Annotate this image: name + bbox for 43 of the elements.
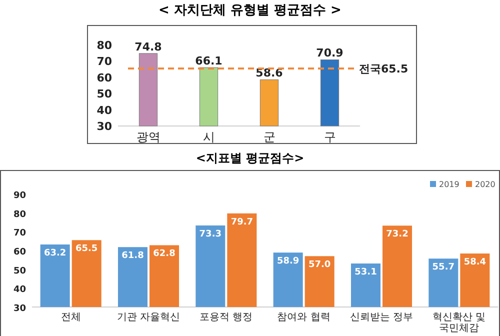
- data-label: 58.4: [464, 258, 486, 268]
- y-tick-label: 50: [13, 266, 26, 276]
- data-label: 74.8: [134, 40, 162, 54]
- y-tick-label: 60: [96, 71, 112, 84]
- y-tick-label: 50: [96, 88, 112, 101]
- x-tick-label: 시: [202, 130, 215, 144]
- x-tick-label: 군: [263, 130, 276, 144]
- y-tick-label: 30: [96, 120, 112, 133]
- data-label: 62.8: [153, 249, 176, 260]
- x-tick-label: 신뢰받는 정부: [350, 312, 414, 323]
- y-tick-label: 60: [13, 248, 26, 258]
- data-label: 65.5: [75, 244, 98, 254]
- x-tick-label: 혁신확산 및 국민체감: [432, 312, 486, 334]
- y-tick-label: 40: [13, 285, 26, 296]
- legend-label: 2020: [475, 180, 496, 189]
- x-tick-label: 구: [324, 130, 336, 144]
- data-label: 61.8: [122, 251, 144, 262]
- y-tick-label: 70: [96, 55, 112, 68]
- data-label: 70.9: [316, 46, 344, 60]
- data-label: 73.3: [199, 229, 222, 240]
- x-tick-label: 포용적 행정: [200, 312, 253, 323]
- y-tick-label: 70: [13, 228, 26, 239]
- data-label: 66.1: [195, 54, 222, 68]
- y-tick-label: 40: [96, 104, 112, 117]
- chart-title: < 자치단체 유형별 평균점수 >: [158, 3, 342, 18]
- data-label: 63.2: [44, 248, 66, 258]
- y-tick-label: 30: [13, 304, 26, 314]
- data-label: 58.9: [276, 256, 300, 267]
- x-tick-label: 광역: [136, 130, 160, 144]
- y-tick-label: 90: [13, 191, 26, 201]
- x-tick-label: 기관 자율혁신: [116, 312, 180, 323]
- chart-title: <지표별 평균점수>: [196, 151, 304, 165]
- y-tick-label: 80: [96, 39, 112, 52]
- x-tick-label: 참여와 협력: [277, 312, 330, 323]
- ref-line-label: 전국65.5: [359, 62, 408, 76]
- data-label: 53.1: [354, 267, 377, 278]
- data-label: 55.7: [432, 262, 455, 273]
- y-tick-label: 80: [13, 210, 26, 220]
- legend-label: 2019: [439, 180, 460, 189]
- data-label: 57.0: [308, 260, 331, 270]
- data-label: 79.7: [230, 217, 254, 228]
- x-tick-label: 전체: [60, 312, 81, 323]
- data-label: 73.2: [386, 230, 408, 240]
